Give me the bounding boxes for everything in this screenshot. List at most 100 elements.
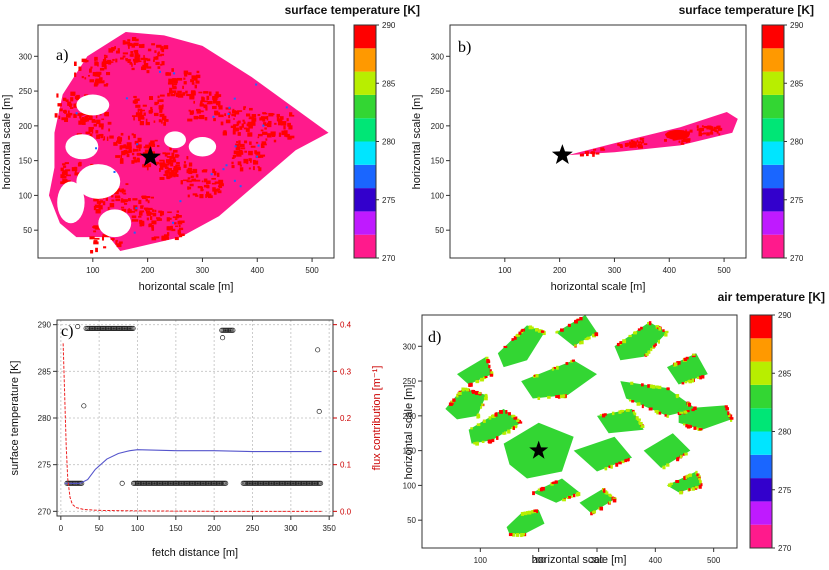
- panel-a-hot-cell: [196, 109, 201, 114]
- panel-d-colorbar-band: [750, 384, 772, 409]
- panel-a-hot-cell: [255, 141, 259, 144]
- panel-a-hot-cell: [65, 113, 71, 118]
- panel-a-hot-cell: [139, 111, 143, 116]
- panel-a-ytick-label: 250: [19, 87, 33, 96]
- panel-a-hot-cell: [103, 60, 109, 64]
- panel-a-hot-cell: [184, 73, 188, 77]
- panel-a-gap: [188, 136, 217, 157]
- panel-a-hot-cell: [136, 57, 139, 62]
- panel-a-hot-cell: [128, 208, 131, 212]
- panel-a-hot-cell: [146, 58, 151, 62]
- panel-a-hot-cell: [183, 179, 189, 182]
- panel-a-hot-cell: [56, 93, 59, 98]
- panel-a-hot-cell: [171, 83, 174, 87]
- panel-a-hot-cell: [139, 210, 145, 213]
- panel-d-warm-edge: [469, 382, 473, 387]
- panel-d-warm-edge: [527, 510, 532, 515]
- panel-a-hot-cell: [146, 166, 149, 171]
- panel-d-warm-edge: [514, 425, 518, 428]
- panel-a-hot-cell: [159, 176, 165, 180]
- panel-a-cool-cell: [233, 179, 236, 182]
- panel-d-warm-edge: [531, 326, 534, 330]
- panel-a-colorbar-tick-label: 290: [382, 21, 396, 30]
- panel-a-hot-cell: [231, 165, 235, 169]
- panel-a-hot-cell: [182, 85, 184, 89]
- panel-a-xtick-label: 300: [196, 266, 210, 275]
- panel-d-warm-edge: [696, 473, 699, 477]
- panel-d-warm-edge: [695, 470, 698, 475]
- panel-a-hot-cell: [266, 115, 269, 121]
- panel-a-hot-cell: [161, 211, 164, 216]
- panel-a-hot-cell: [169, 156, 173, 159]
- panel-a-hot-cell: [198, 91, 203, 94]
- panel-d-letter: d): [428, 329, 441, 346]
- panel-a-hot-cell: [57, 103, 62, 107]
- panel-d-warm-edge: [550, 482, 554, 486]
- panel-a-hot-cell: [122, 40, 126, 45]
- panel-a-hot-cell: [145, 144, 151, 149]
- panel-c-scatter-point: [75, 323, 81, 330]
- panel-d-plot-frame: [421, 314, 738, 549]
- panel-a-hot-cell: [174, 222, 177, 225]
- panel-a-hot-cell: [237, 120, 241, 124]
- panel-a-hot-cell: [178, 224, 181, 228]
- panel-d-warm-edge: [457, 391, 462, 395]
- panel-a-hot-cell: [134, 52, 137, 57]
- panel-a-hot-cell: [115, 240, 118, 245]
- panel-a-hot-cell: [163, 45, 169, 50]
- panel-a-hot-cell: [187, 167, 192, 172]
- panel-c-scatter-point: [130, 325, 136, 331]
- panel-a-hot-cell: [238, 140, 241, 145]
- panel-a-hot-cell: [199, 103, 205, 107]
- panel-a-hot-cell: [214, 190, 217, 195]
- panel-a-hot-cell: [225, 107, 231, 110]
- panel-a-hot-cell: [161, 162, 166, 167]
- panel-d-warm-edge: [649, 384, 653, 389]
- panel-a-hot-cell: [138, 60, 142, 63]
- panel-a-hot-cell: [106, 60, 111, 64]
- panel-b-hot-cell: [713, 127, 719, 129]
- panel-a-hot-cell: [187, 186, 190, 190]
- panel-a-hot-cell: [231, 157, 235, 159]
- panel-a-hot-cell: [111, 195, 114, 198]
- panel-d-warm-edge: [631, 400, 635, 403]
- panel-a-colorbar-tick-label: 285: [382, 79, 396, 88]
- panel-c-axes: 0 50 100 150 200 250 300 350 270 275 280 285 290 0.0 0…: [38, 321, 352, 533]
- panel-d-warm-edge: [571, 359, 575, 362]
- panel-b-hot-cell: [696, 128, 702, 131]
- panel-a-hot-cell: [257, 166, 260, 168]
- panel-b-hot-cell: [685, 139, 691, 143]
- panel-a-hot-cell: [131, 215, 137, 219]
- panel-a-hot-cell: [166, 173, 169, 179]
- panel-d-warm-edge: [688, 473, 692, 477]
- panel-a-hot-cell: [77, 162, 81, 167]
- panel-b-hot-cell: [714, 130, 719, 133]
- panel-a-hot-cell: [131, 67, 135, 71]
- panel-c-scatter-point: [223, 480, 229, 486]
- panel-a-hot-cell: [146, 70, 150, 74]
- panel-a-hot-cell: [62, 179, 68, 183]
- panel-a-hot-cell: [257, 136, 260, 139]
- panel-a-hot-cell: [206, 180, 211, 185]
- panel-b-hot-cell: [678, 140, 681, 143]
- panel-a-hot-cell: [128, 44, 130, 49]
- panel-d-warm-edge: [648, 407, 653, 411]
- panel-a-hot-cell: [93, 198, 97, 202]
- panel-a-hot-cell: [145, 209, 148, 212]
- panel-a-hot-cell: [158, 54, 162, 57]
- panel-a-colorbar-band: [354, 211, 376, 235]
- panel-a-hot-cell: [85, 131, 91, 134]
- panel-a-hot-cell: [62, 163, 66, 166]
- panel-c-ytick-label: 275: [38, 461, 52, 470]
- panel-d-warm-edge: [658, 326, 662, 331]
- panel-d-warm-edge: [484, 375, 488, 379]
- panel-a-hot-cell: [127, 135, 130, 140]
- panel-a-hot-cell: [151, 220, 157, 225]
- panel-a-hot-cell: [148, 142, 152, 147]
- panel-a-hot-cell: [279, 116, 284, 120]
- panel-a-hot-cell: [95, 78, 100, 81]
- panel-d-warm-edge: [620, 460, 625, 464]
- panel-a-hot-cell: [95, 114, 98, 119]
- panel-d-warm-edge: [532, 491, 535, 496]
- panel-a-hot-cell: [128, 150, 133, 153]
